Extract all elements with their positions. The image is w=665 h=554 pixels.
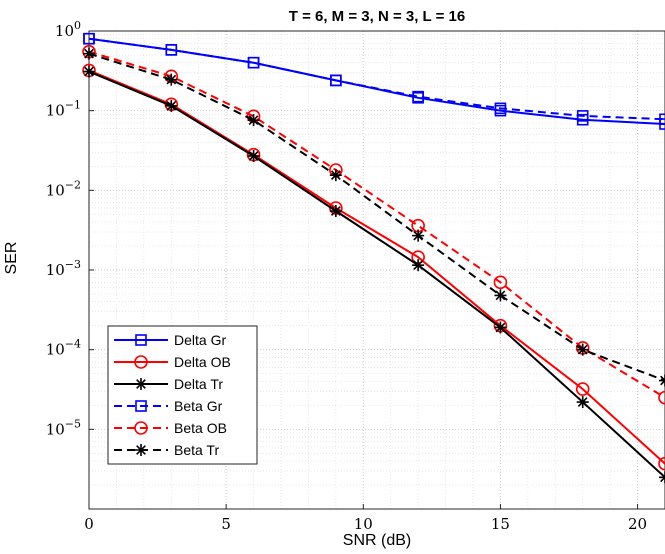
x-tick-label: 5 [221,515,231,533]
series-beta-gr [83,32,665,126]
legend-entry: Delta Tr [114,376,223,392]
series-line [88,69,665,465]
circle-marker [493,275,508,290]
star-marker [412,229,425,242]
star-marker [135,378,147,390]
legend-entry: Delta Gr [114,332,226,348]
y-tick-label: 100 [55,19,81,40]
star-marker [247,149,260,162]
square-marker [576,110,589,122]
chart-title: T = 6, M = 3, N = 3, L = 16 [289,8,465,25]
square-marker [659,113,665,126]
x-tick-label: 15 [491,515,510,533]
star-marker [247,114,260,127]
star-marker [329,169,342,182]
y-tick-label: 10−5 [46,417,81,438]
square-marker [494,102,507,115]
star-marker [83,65,95,78]
star-marker [659,374,665,387]
star-marker [494,289,507,302]
square-marker [135,400,147,412]
x-tick-label: 20 [628,515,647,533]
series-line [88,52,665,382]
series-line [88,37,665,121]
legend: Delta Gr Delta OB Delta Tr Beta Gr Beta OB Be… [107,325,258,465]
legend-box [107,325,258,465]
star-marker [576,343,589,356]
circle-marker [134,355,148,369]
axis-ticks: 0 5 10 15 20 100 10−1 10−2 10−3 10−4 10−5 [46,19,647,533]
square-marker [165,44,178,56]
circle-marker [134,421,148,435]
x-tick-label: 0 [84,515,94,533]
legend-label: Delta OB [174,354,231,370]
star-marker [165,73,178,86]
legend-entry: Beta Tr [114,442,219,458]
series-line [88,50,665,399]
legend-label: Beta Tr [174,442,219,458]
star-marker [329,205,342,218]
square-marker [135,334,147,346]
star-marker [83,47,95,60]
square-marker [412,90,424,103]
legend-entry: Beta OB [114,420,227,436]
y-tick-label: 10−2 [46,178,81,199]
legend-label: Delta Tr [174,376,223,392]
x-tick-label: 10 [354,515,373,533]
legend-entry: Delta OB [114,354,231,370]
series-delta-tr [83,65,665,484]
star-marker [165,99,178,112]
x-axis-label: SNR (dB) [343,532,411,549]
series-beta-tr [83,47,665,387]
circle-marker [658,456,665,471]
legend-label: Beta Gr [174,398,223,414]
star-marker [412,259,425,272]
y-tick-label: 10−4 [46,338,81,359]
star-marker [135,444,147,456]
square-marker [330,74,342,87]
circle-marker [658,390,665,405]
star-marker [494,321,507,334]
square-marker [247,56,260,69]
series-beta-ob [82,44,665,405]
circle-marker [575,382,590,396]
legend-label: Beta OB [174,420,227,436]
series-line [88,70,665,479]
square-marker [83,32,95,45]
star-marker [576,396,589,409]
y-tick-label: 10−3 [46,258,81,279]
series-group [82,32,665,484]
legend-entry: Beta Gr [114,398,223,414]
y-tick-label: 10−1 [46,99,81,120]
y-axis-label: SER [3,242,20,275]
legend-label: Delta Gr [174,332,226,348]
